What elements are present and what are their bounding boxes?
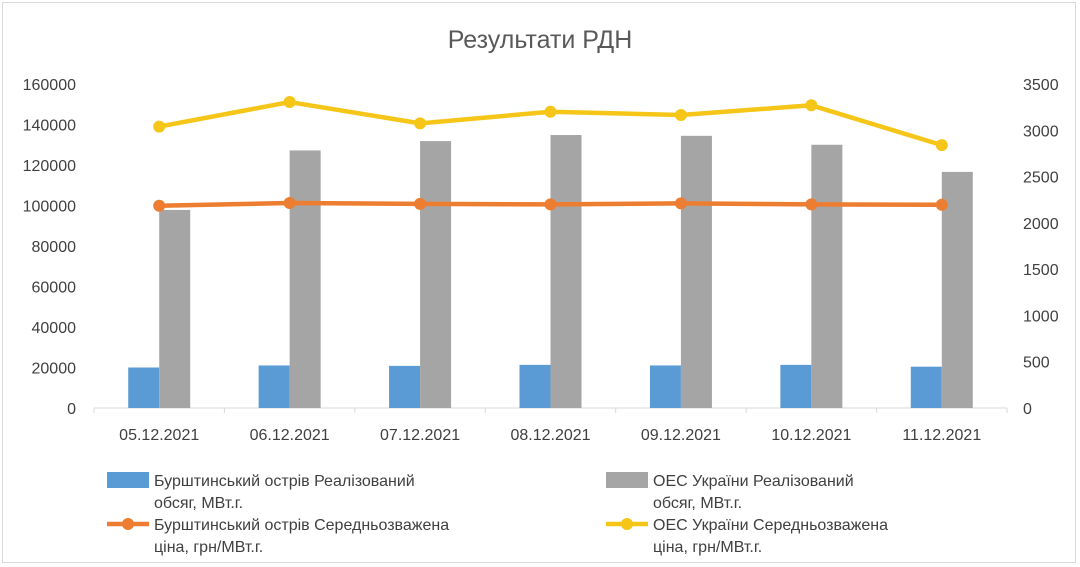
legend-label: ОЕС України Середньозважена ціна, грн/МВт… (653, 517, 888, 556)
legend-item: ОЕС України Реалізований обсяг, МВт.г. (606, 472, 854, 512)
x-axis: 05.12.2021 06.12.2021 07.12.2021 08.12.2021… (93, 407, 1008, 444)
lines (153, 96, 948, 212)
bar (780, 364, 812, 408)
right-axis-tick-label: 0 (1023, 401, 1032, 418)
bar (519, 364, 551, 408)
bar (128, 367, 160, 408)
bar (550, 135, 582, 408)
line-point (935, 139, 948, 152)
legend-item: ОЕС України Середньозважена ціна, грн/МВт… (606, 517, 888, 556)
legend-swatch (606, 472, 648, 488)
x-axis-tick-label: 07.12.2021 (380, 427, 460, 444)
bar (910, 366, 942, 408)
left-axis-tick-label: 100000 (23, 199, 76, 216)
line-point (805, 198, 818, 211)
right-axis-tick-label: 2500 (1023, 170, 1059, 187)
right-axis-tick-label: 1500 (1023, 262, 1059, 279)
line-point (283, 196, 296, 209)
line-point (283, 96, 296, 109)
x-axis-tick-label: 06.12.2021 (250, 427, 330, 444)
right-axis-tick-label: 500 (1023, 355, 1050, 372)
line-point (935, 198, 948, 211)
right-axis-tick-label: 3000 (1023, 123, 1059, 140)
line-point (805, 99, 818, 112)
line-point (674, 197, 687, 210)
line-point (544, 198, 557, 211)
line-point (414, 117, 427, 130)
bar (649, 365, 681, 408)
left-axis-tick-label: 120000 (23, 158, 76, 175)
legend-label: Бурштинський острів Реалізований обсяг, М… (154, 473, 415, 512)
left-axis-tick-label: 20000 (32, 361, 77, 378)
left-axis-tick-label: 0 (67, 401, 76, 418)
line-point (674, 109, 687, 122)
left-axis-tick-label: 160000 (23, 77, 76, 94)
legend-swatch-marker (621, 518, 633, 530)
right-axis-tick-label: 2000 (1023, 216, 1059, 233)
x-axis-tick-label: 11.12.2021 (902, 427, 981, 444)
right-axis-tick-label: 1000 (1023, 308, 1059, 325)
bar (289, 150, 321, 409)
x-axis-tick-label: 08.12.2021 (510, 427, 590, 444)
bar (811, 144, 843, 408)
bar (941, 171, 973, 408)
bar (258, 365, 290, 408)
bar (389, 365, 421, 408)
legend-item: Бурштинський острів Реалізований обсяг, М… (107, 472, 415, 512)
left-axis-tick-label: 60000 (32, 280, 77, 297)
legend: Бурштинський острів Реалізований обсяг, М… (107, 472, 888, 556)
legend-label: ОЕС України Реалізований обсяг, МВт.г. (653, 473, 854, 512)
legend-swatch-marker (122, 518, 134, 530)
x-axis-tick-label: 09.12.2021 (641, 427, 721, 444)
line-point (544, 105, 557, 118)
left-axis-tick-label: 140000 (23, 118, 76, 135)
right-axis: 0 500 1000 1500 2000 2500 3000 3500 (1023, 77, 1059, 418)
bars (128, 135, 973, 409)
legend-item: Бурштинський острів Середньозважена ціна,… (107, 517, 449, 556)
x-axis-tick-label: 05.12.2021 (119, 427, 199, 444)
chart-title: Результати РДН (448, 26, 633, 54)
line-point (414, 197, 427, 210)
left-axis: 0 20000 40000 60000 80000 100000 120000 140000 1… (23, 77, 76, 418)
bar (680, 135, 712, 408)
left-axis-tick-label: 80000 (32, 239, 77, 256)
bar (159, 209, 191, 408)
legend-swatch (107, 472, 149, 488)
bar (420, 141, 452, 409)
right-axis-tick-label: 3500 (1023, 77, 1059, 94)
legend-label: Бурштинський острів Середньозважена ціна,… (154, 517, 449, 556)
line-point (153, 120, 166, 133)
x-axis-tick-label: 10.12.2021 (771, 427, 851, 444)
left-axis-tick-label: 40000 (32, 320, 77, 337)
line-point (153, 199, 166, 212)
